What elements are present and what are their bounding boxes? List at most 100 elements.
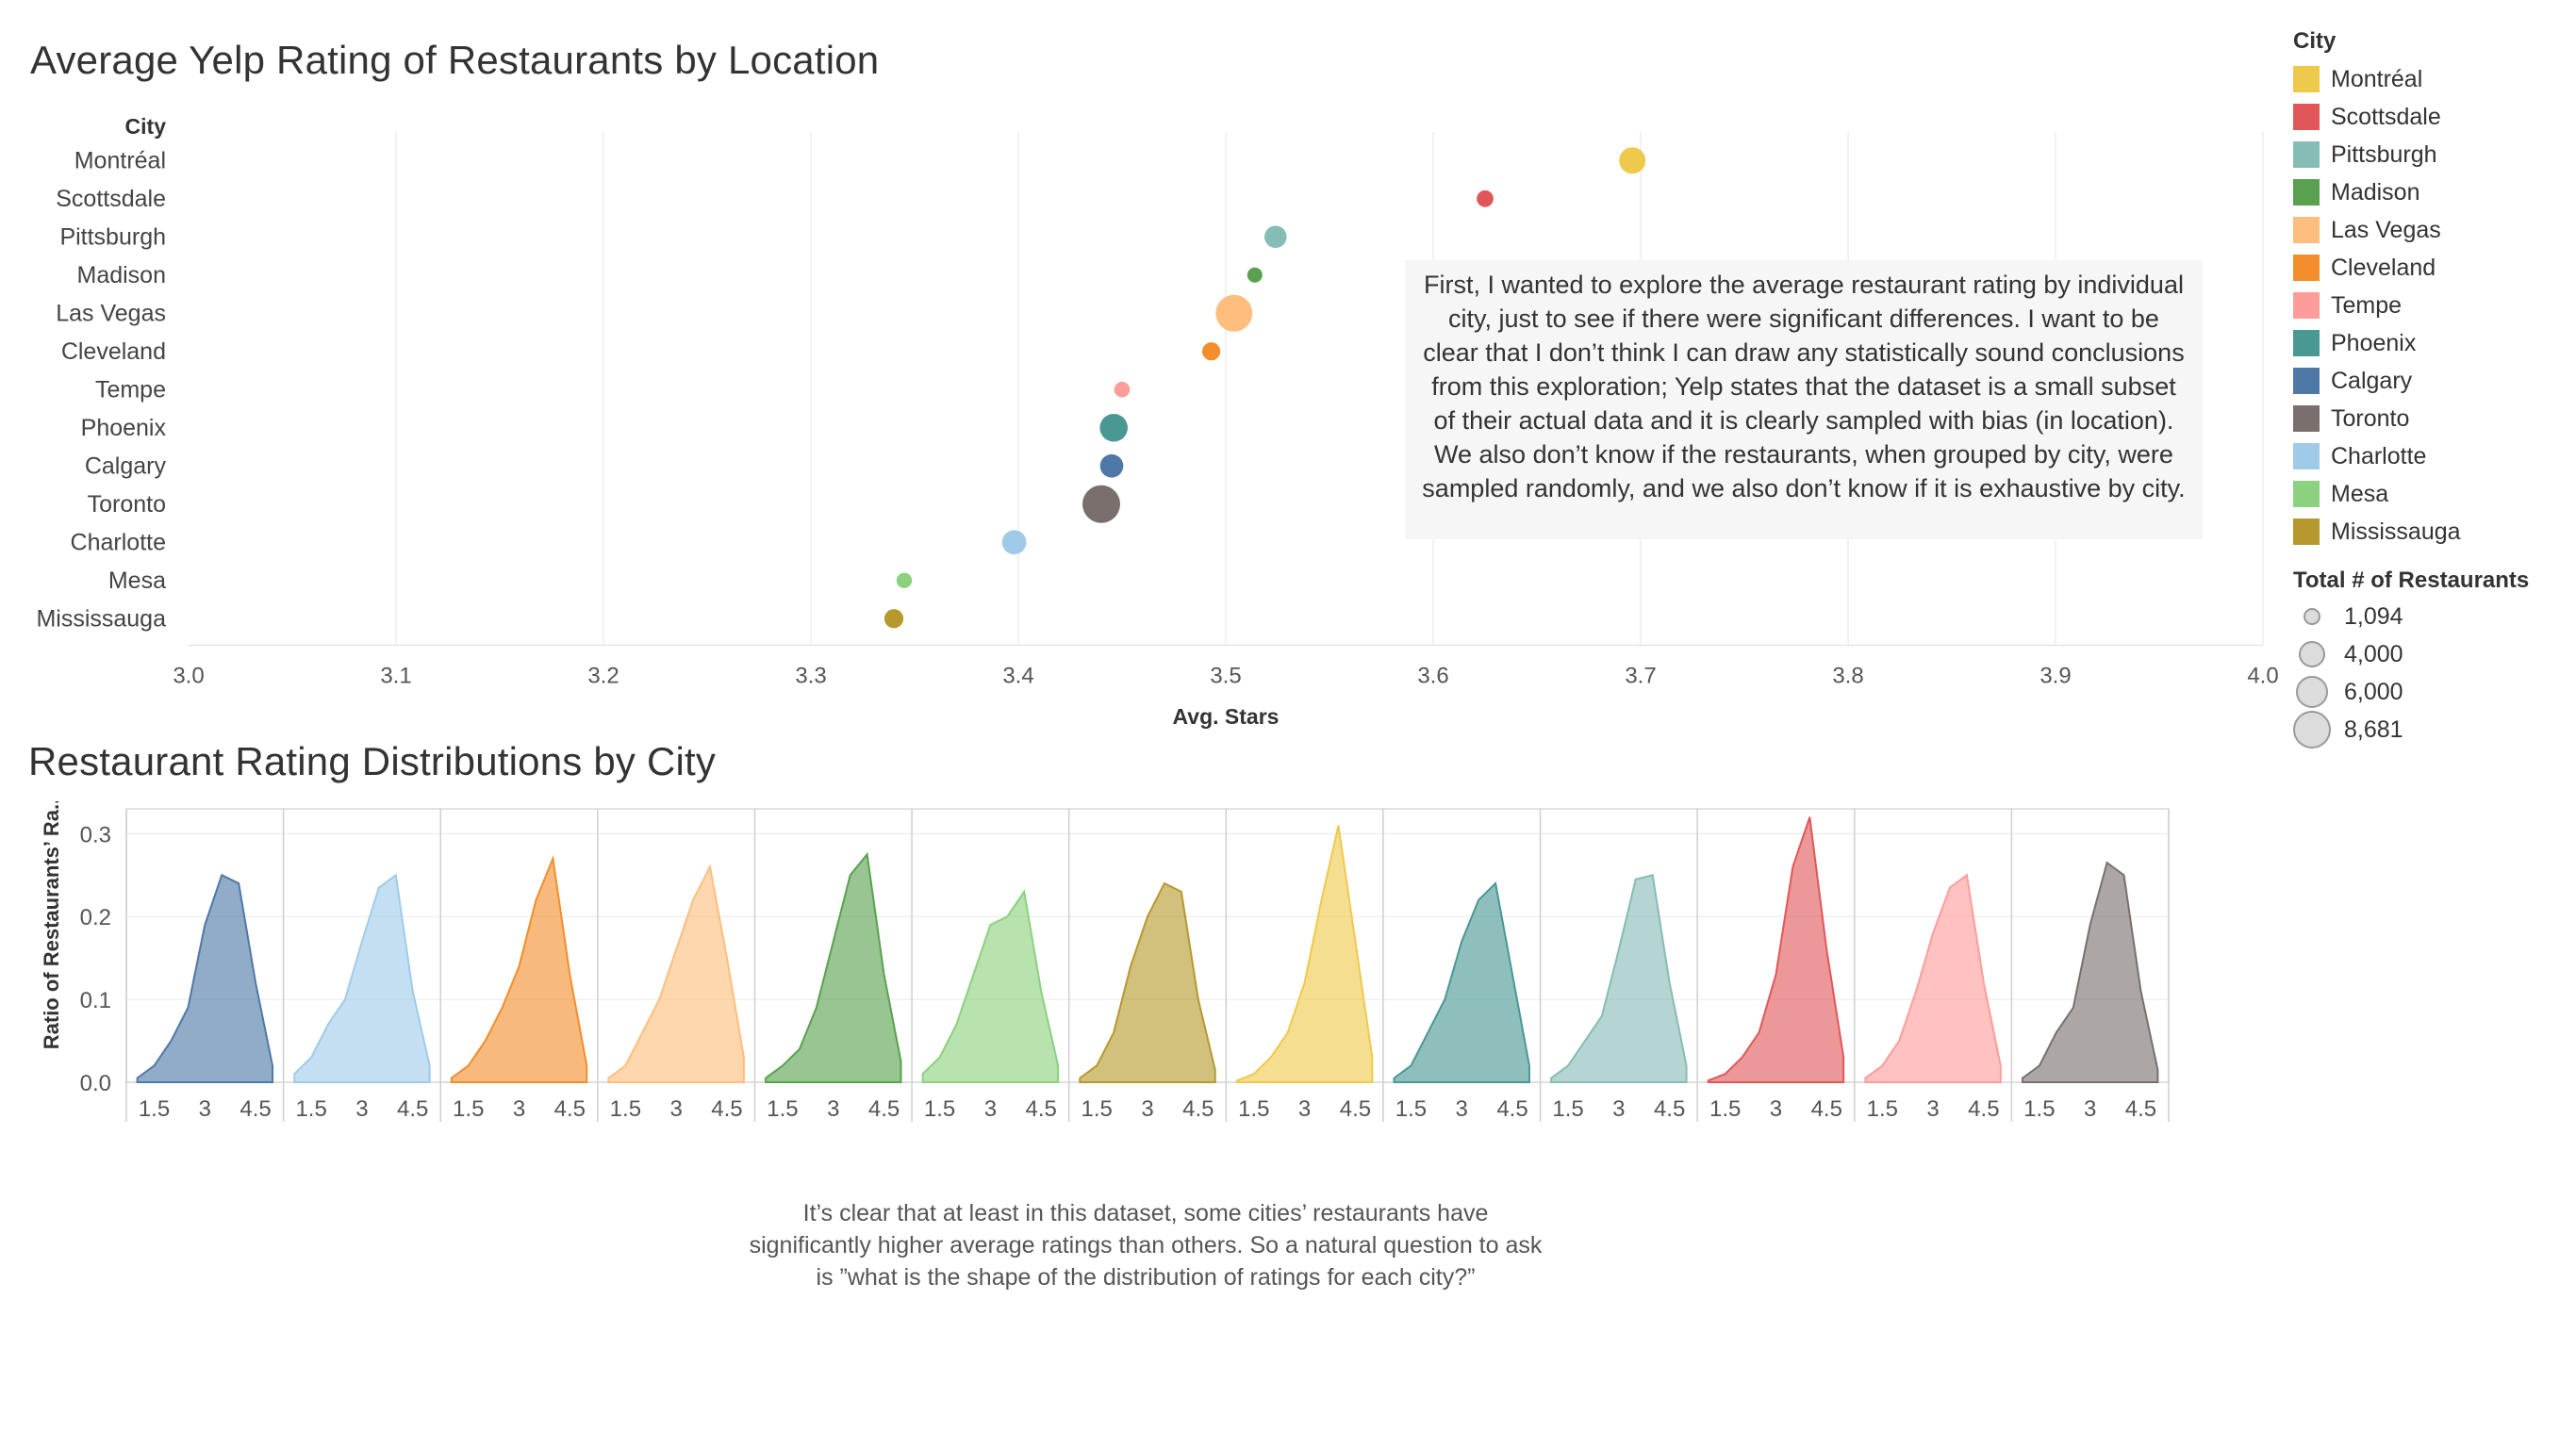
legend-item[interactable]: Mesa bbox=[2293, 475, 2567, 513]
legend-label: Pittsburgh bbox=[2331, 140, 2437, 168]
legend-label: Las Vegas bbox=[2331, 216, 2441, 243]
distribution-area bbox=[1864, 873, 2002, 1083]
legend-label: Phoenix bbox=[2331, 329, 2417, 356]
x-tick-label: 4.5 bbox=[1340, 1096, 1371, 1122]
city-point bbox=[1001, 530, 1027, 555]
x-tick-label: 3 bbox=[2084, 1096, 2096, 1122]
x-tick-label: 3.5 bbox=[1210, 664, 1241, 689]
size-legend-circle bbox=[2304, 608, 2320, 625]
x-tick-label: 4.5 bbox=[1968, 1096, 1999, 1122]
x-tick-label: 4.0 bbox=[2247, 664, 2278, 689]
y-tick-label: 0.0 bbox=[80, 1071, 111, 1096]
city-point bbox=[883, 609, 904, 629]
x-tick-label: 1.5 bbox=[924, 1096, 955, 1122]
x-tick-label: 1.5 bbox=[1238, 1096, 1269, 1122]
legend-item[interactable]: Tempe bbox=[2293, 287, 2567, 324]
size-legend-circle bbox=[2296, 676, 2328, 708]
legend-label: Montréal bbox=[2331, 65, 2423, 92]
y-tick-label: Cleveland bbox=[61, 338, 166, 365]
x-tick-label: 3 bbox=[669, 1096, 682, 1122]
legend-item[interactable]: Toronto bbox=[2293, 400, 2567, 437]
x-tick-label: 3 bbox=[199, 1096, 211, 1122]
x-tick-label: 1.5 bbox=[453, 1096, 484, 1122]
x-tick-label: 3.7 bbox=[1625, 664, 1656, 689]
x-tick-label: 3 bbox=[1298, 1096, 1311, 1122]
x-tick-label: 3 bbox=[1926, 1096, 1939, 1122]
legend-item[interactable]: Cleveland bbox=[2293, 249, 2567, 287]
city-point bbox=[1247, 267, 1263, 283]
x-tick-label: 1.5 bbox=[1395, 1096, 1427, 1122]
distribution-area bbox=[1235, 825, 1374, 1083]
x-tick-label: 3.0 bbox=[173, 664, 204, 689]
size-legend-item: 6,000 bbox=[2293, 673, 2567, 711]
city-point bbox=[1114, 381, 1131, 398]
y-tick-label: Las Vegas bbox=[56, 300, 166, 326]
legend-color-title: City bbox=[2293, 28, 2337, 54]
size-legend-circle bbox=[2293, 711, 2331, 749]
city-point bbox=[1099, 413, 1128, 442]
x-tick-label: 3 bbox=[984, 1096, 997, 1122]
callout-annotation: First, I wanted to explore the average r… bbox=[1405, 260, 2203, 539]
legend-swatch bbox=[2293, 217, 2320, 243]
legend-item[interactable]: Madison bbox=[2293, 173, 2567, 211]
y-tick-label: Charlotte bbox=[71, 529, 166, 555]
x-tick-label: 3.4 bbox=[1002, 664, 1033, 689]
y-tick-label: 0.3 bbox=[80, 822, 111, 847]
x-tick-label: 4.5 bbox=[1811, 1096, 1842, 1122]
x-tick-label: 3 bbox=[513, 1096, 525, 1122]
legend-item[interactable]: Phoenix bbox=[2293, 324, 2567, 362]
legend-label: Cleveland bbox=[2331, 254, 2436, 281]
size-legend-item: 1,094 bbox=[2293, 598, 2567, 635]
x-tick-label: 1.5 bbox=[1552, 1096, 1583, 1122]
x-tick-label: 4.5 bbox=[239, 1096, 271, 1122]
size-legend-label: 8,681 bbox=[2344, 716, 2403, 743]
legend-swatch bbox=[2293, 405, 2320, 432]
y-axis-title: Ratio of Restaurants’ Ra.. bbox=[40, 801, 63, 1049]
x-tick-label: 3 bbox=[827, 1096, 839, 1122]
distribution-area bbox=[1550, 874, 1688, 1083]
x-tick-label: 1.5 bbox=[295, 1096, 326, 1122]
city-point bbox=[1477, 189, 1494, 207]
x-tick-label: 1.5 bbox=[1709, 1096, 1741, 1122]
distribution-area bbox=[293, 873, 431, 1083]
bottom-chart-title: Restaurant Rating Distributions by City bbox=[28, 739, 717, 783]
legend-swatch bbox=[2293, 368, 2320, 394]
y-tick-label: Mesa bbox=[108, 568, 166, 594]
size-legend-label: 6,000 bbox=[2344, 678, 2403, 705]
x-tick-label: 1.5 bbox=[139, 1096, 170, 1122]
legend-color-list: Montréal Scottsdale Pittsburgh Madison Las V… bbox=[2293, 60, 2567, 551]
legend-size-title: Total # of Restaurants bbox=[2293, 568, 2530, 593]
x-tick-label: 3.6 bbox=[1417, 664, 1448, 689]
distribution-area bbox=[921, 889, 1060, 1083]
city-point bbox=[896, 572, 913, 588]
distribution-area bbox=[450, 854, 588, 1083]
legend-swatch bbox=[2293, 66, 2320, 92]
footnote-annotation: It’s clear that at least in this dataset… bbox=[749, 1200, 1543, 1291]
size-legend-label: 1,094 bbox=[2344, 602, 2403, 630]
legend-label: Toronto bbox=[2331, 404, 2410, 432]
x-tick-label: 3 bbox=[1456, 1096, 1468, 1122]
x-tick-label: 4.5 bbox=[1182, 1096, 1214, 1122]
x-tick-label: 1.5 bbox=[767, 1096, 798, 1122]
x-tick-label: 1.5 bbox=[1082, 1096, 1113, 1122]
y-tick-label: Phoenix bbox=[81, 415, 167, 441]
top-chart-title: Average Yelp Rating of Restaurants by Lo… bbox=[30, 38, 880, 82]
x-tick-label: 3.9 bbox=[2039, 664, 2071, 689]
legend-label: Scottsdale bbox=[2331, 103, 2441, 130]
y-tick-label: Pittsburgh bbox=[59, 223, 166, 250]
y-tick-label: Calgary bbox=[85, 452, 167, 479]
x-tick-label: 3 bbox=[1612, 1096, 1625, 1122]
city-point bbox=[1264, 225, 1287, 249]
distribution-area bbox=[136, 873, 274, 1083]
x-tick-label: 4.5 bbox=[1496, 1096, 1527, 1122]
legend-item[interactable]: Calgary bbox=[2293, 362, 2567, 400]
legend-item[interactable]: Charlotte bbox=[2293, 437, 2567, 475]
legend-item[interactable]: Las Vegas bbox=[2293, 211, 2567, 249]
legend-item[interactable]: Montréal bbox=[2293, 60, 2567, 98]
legend-swatch bbox=[2293, 179, 2320, 206]
legend-label: Mesa bbox=[2331, 480, 2389, 507]
legend-item[interactable]: Scottsdale bbox=[2293, 98, 2567, 136]
legend-item[interactable]: Pittsburgh bbox=[2293, 136, 2567, 173]
x-tick-label: 3 bbox=[1770, 1096, 1782, 1122]
legend-item[interactable]: Mississauga bbox=[2293, 513, 2567, 551]
